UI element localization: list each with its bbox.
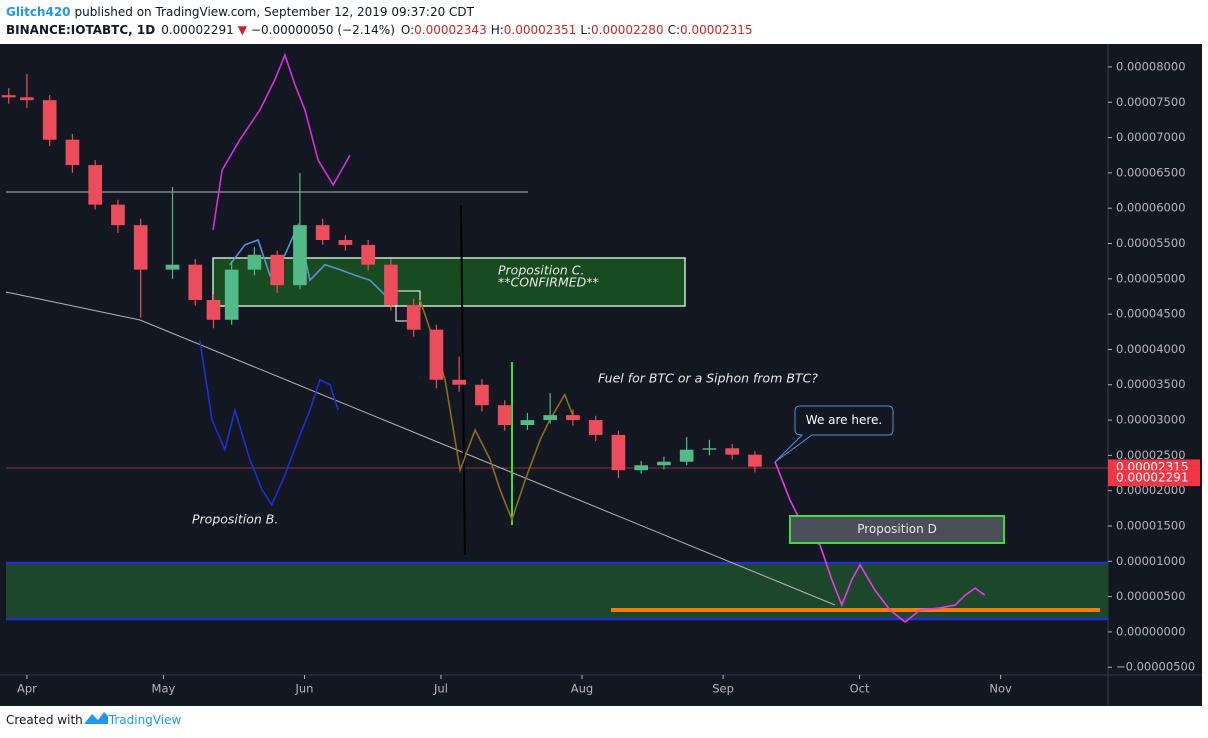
y-tick-label: 0.00008000 xyxy=(1116,59,1186,73)
candle-body xyxy=(293,225,307,286)
candle-body xyxy=(679,449,694,462)
trend-line xyxy=(5,291,836,606)
candle-body xyxy=(270,254,285,286)
candle-body xyxy=(497,405,512,425)
x-tick-label: Aug xyxy=(571,682,593,696)
candle-body xyxy=(543,415,557,421)
footer-bg xyxy=(0,706,1208,738)
y-tick-label: 0.00005000 xyxy=(1116,271,1186,285)
header-bg xyxy=(0,0,1208,44)
proposition-d: Proposition D xyxy=(857,522,937,536)
candle-body xyxy=(725,448,739,455)
x-tick-label: Jul xyxy=(433,682,448,696)
high: 0.00002351 xyxy=(504,23,577,37)
footer: Created with TradingView xyxy=(6,713,181,727)
y-tick-label: 0.00000500 xyxy=(1116,589,1186,603)
candle-body xyxy=(188,264,203,300)
candle-body xyxy=(338,239,353,245)
y-tick-label: 0.00007000 xyxy=(1116,130,1186,144)
low-label: L: xyxy=(580,23,591,37)
x-tick-label: Oct xyxy=(850,682,870,696)
y-tick-label: 0.00000000 xyxy=(1116,624,1186,638)
candle-body xyxy=(429,329,444,380)
created-with: Created with xyxy=(6,713,83,727)
candle-body xyxy=(111,204,125,226)
close-label: C: xyxy=(668,23,680,37)
brand[interactable]: TradingView xyxy=(108,713,182,727)
y-tick-label: −0.00000500 xyxy=(1116,660,1195,674)
x-tick-label: Nov xyxy=(989,682,1012,696)
proposition-d-box xyxy=(789,515,1005,544)
low: 0.00002280 xyxy=(591,23,664,37)
open: 0.00002343 xyxy=(414,23,487,37)
candle-body xyxy=(475,384,489,406)
candle-body xyxy=(1,95,16,98)
candle-body xyxy=(247,254,262,270)
price-tag xyxy=(1108,470,1200,487)
candle-body xyxy=(611,434,626,471)
y-tick-label: 0.00006500 xyxy=(1116,165,1186,179)
y-tick-label: 0.00004500 xyxy=(1116,307,1186,321)
brand-logo xyxy=(84,712,108,724)
candle-body xyxy=(224,269,239,320)
last: 0.00002291 xyxy=(161,23,234,37)
symbol: BINANCE:IOTABTC, 1D xyxy=(6,23,155,37)
x-tick-label: Sep xyxy=(712,682,734,696)
candle-body xyxy=(133,225,148,270)
callout xyxy=(774,405,894,463)
candle-body xyxy=(361,244,376,265)
header-line-1: Glitch420 published on TradingView.com, S… xyxy=(6,5,475,19)
candle-body xyxy=(42,100,57,140)
y-tick-label: 0.00004000 xyxy=(1116,342,1186,356)
price-tag-label: 0.00002291 xyxy=(1116,471,1189,485)
we-are-here: We are here. xyxy=(806,413,882,427)
candle-body xyxy=(702,448,717,450)
candle-body xyxy=(566,415,580,421)
confirmed: **CONFIRMED** xyxy=(498,275,599,290)
y-tick-label: 0.00003500 xyxy=(1116,377,1186,391)
author[interactable]: Glitch420 xyxy=(6,5,71,19)
y-tick-label: 0.00001500 xyxy=(1116,518,1186,532)
y-tick-label: 0.00006000 xyxy=(1116,201,1186,215)
change: −0.00000050 (−2.14%) xyxy=(251,23,395,37)
x-tick-label: May xyxy=(152,682,176,696)
candle-body xyxy=(520,420,535,425)
candle-body xyxy=(384,264,398,305)
candle-body xyxy=(406,304,421,330)
candle-body xyxy=(748,454,762,467)
close: 0.00002315 xyxy=(680,23,753,37)
candle-body xyxy=(588,420,603,435)
candle-body xyxy=(452,379,467,385)
fuel-note: Fuel for BTC or a Siphon from BTC? xyxy=(598,371,818,386)
candle-body xyxy=(657,461,671,466)
candle-body xyxy=(65,139,80,166)
y-tick-label: 0.00002000 xyxy=(1116,483,1186,497)
y-tick-label: 0.00003000 xyxy=(1116,413,1186,427)
candle-body xyxy=(20,97,34,101)
proposition-b: Proposition B. xyxy=(192,512,278,527)
candle-body xyxy=(165,264,180,270)
candle-body xyxy=(634,465,648,471)
proposition-c-box xyxy=(212,257,686,307)
candle-body xyxy=(88,165,103,205)
header-line-2: BINANCE:IOTABTC, 1D 0.00002291 ▼ −0.0000005… xyxy=(6,23,753,37)
y-tick-label: 0.00007500 xyxy=(1116,95,1186,109)
y-tick-label: 0.00001000 xyxy=(1116,554,1186,568)
y-tick-label: 0.00002500 xyxy=(1116,448,1186,462)
overlay-line xyxy=(212,52,351,231)
overlay-line xyxy=(199,340,339,507)
open-label: O: xyxy=(401,23,414,37)
x-tick-label: Jun xyxy=(294,682,313,696)
y-tick-label: 0.00005500 xyxy=(1116,236,1186,250)
proposition-c: Proposition C. xyxy=(498,263,585,278)
published: published on TradingView.com, September … xyxy=(75,5,475,19)
x-tick-label: Apr xyxy=(17,682,37,696)
candle-body xyxy=(206,300,221,320)
arrow: ▼ xyxy=(238,23,248,37)
candle-body xyxy=(315,225,330,240)
high-label: H: xyxy=(491,23,504,37)
